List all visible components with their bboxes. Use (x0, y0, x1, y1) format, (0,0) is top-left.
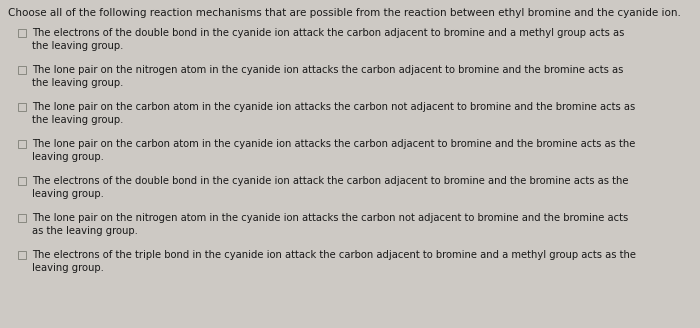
Bar (18, 251, 26, 259)
Bar (18, 103, 26, 111)
Bar (18, 177, 26, 185)
Text: The lone pair on the carbon atom in the cyanide ion attacks the carbon not adjac: The lone pair on the carbon atom in the … (32, 102, 636, 125)
Text: The electrons of the double bond in the cyanide ion attack the carbon adjacent t: The electrons of the double bond in the … (32, 28, 624, 51)
Text: The lone pair on the nitrogen atom in the cyanide ion attacks the carbon adjacen: The lone pair on the nitrogen atom in th… (32, 65, 624, 88)
Text: The lone pair on the carbon atom in the cyanide ion attacks the carbon adjacent : The lone pair on the carbon atom in the … (32, 139, 636, 162)
Bar (18, 140, 26, 148)
Text: The lone pair on the nitrogen atom in the cyanide ion attacks the carbon not adj: The lone pair on the nitrogen atom in th… (32, 213, 629, 236)
Bar (18, 66, 26, 74)
Text: Choose all of the following reaction mechanisms that are possible from the react: Choose all of the following reaction mec… (8, 8, 681, 18)
Text: The electrons of the triple bond in the cyanide ion attack the carbon adjacent t: The electrons of the triple bond in the … (32, 250, 636, 273)
Bar (18, 214, 26, 222)
Text: The electrons of the double bond in the cyanide ion attack the carbon adjacent t: The electrons of the double bond in the … (32, 176, 629, 199)
Bar (18, 29, 26, 37)
